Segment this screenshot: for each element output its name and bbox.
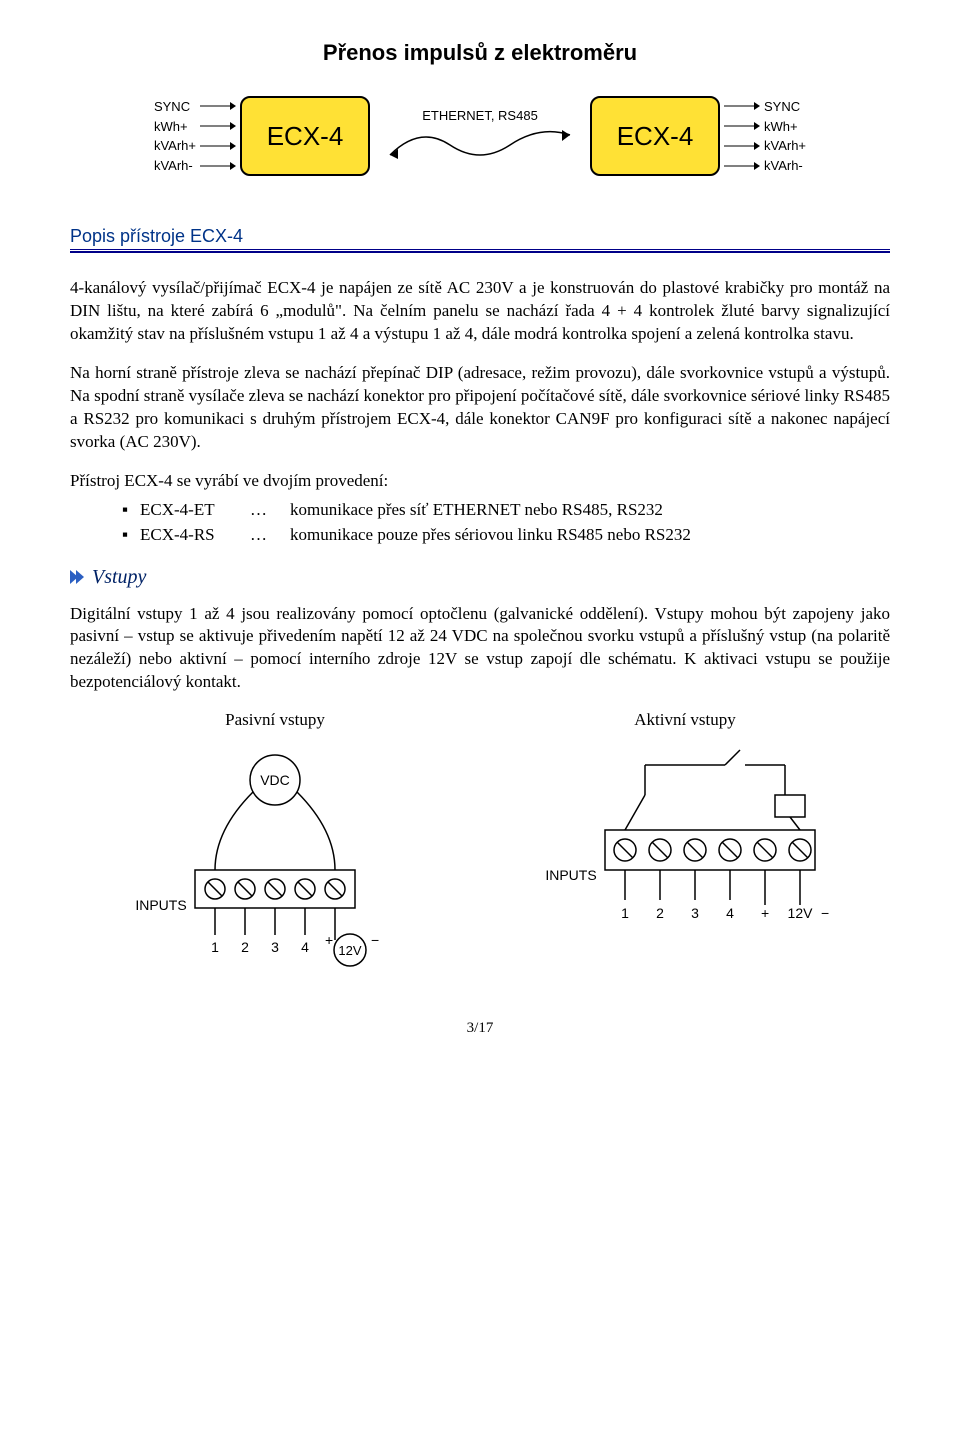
svg-text:+: +: [325, 932, 333, 948]
variant-desc: komunikace pouze přes sériovou linku RS4…: [290, 522, 691, 548]
signals-left: SYNC kWh+ kVArh+ kVArh-: [154, 97, 196, 175]
variants-intro: Přístroj ECX-4 se vyrábí ve dvojím prove…: [70, 470, 890, 493]
svg-text:3: 3: [271, 939, 279, 955]
schematic-title: Aktivní vstupy: [480, 710, 890, 730]
variant-dots: …: [250, 497, 290, 523]
svg-text:−: −: [821, 905, 829, 921]
variant-key: ECX-4-ET: [140, 497, 250, 523]
svg-text:VDC: VDC: [260, 772, 290, 788]
schematic-passive: Pasivní vstupy VDC: [70, 710, 480, 990]
link-label: ETHERNET, RS485: [422, 108, 538, 123]
page-number: 3/17: [70, 1020, 890, 1037]
list-item: ▪ ECX-4-RS … komunikace pouze přes sério…: [70, 522, 890, 548]
svg-text:12V: 12V: [788, 905, 814, 921]
ecx-box-right: ECX-4: [590, 96, 720, 176]
page-title: Přenos impulsů z elektroměru: [70, 40, 890, 66]
sub-heading-text: Vstupy: [92, 566, 146, 589]
chevron-right-icon: [70, 570, 86, 584]
svg-text:INPUTS: INPUTS: [545, 867, 596, 883]
variant-key: ECX-4-RS: [140, 522, 250, 548]
passive-schematic-icon: VDC INPUTS: [125, 740, 425, 990]
wavy-link-icon: [380, 125, 580, 165]
svg-text:4: 4: [301, 939, 309, 955]
paragraph-1: 4-kanálový vysílač/přijímač ECX-4 je nap…: [70, 277, 890, 346]
bullet-icon: ▪: [122, 522, 140, 548]
link-middle: ETHERNET, RS485: [380, 108, 580, 165]
signal-label: SYNC: [154, 97, 196, 117]
svg-text:+: +: [761, 905, 769, 921]
section-heading: Popis přístroje ECX-4: [70, 226, 890, 247]
svg-text:2: 2: [241, 939, 249, 955]
signal-label: kVArh+: [764, 136, 806, 156]
arrows-left-in: [196, 96, 240, 176]
signal-label: kVArh+: [154, 136, 196, 156]
arrows-right-out: [720, 96, 764, 176]
svg-text:12V: 12V: [338, 943, 361, 958]
signal-label: kVArh-: [764, 156, 806, 176]
signal-diagram: SYNC kWh+ kVArh+ kVArh- ECX-4 ETHERNET, …: [70, 96, 890, 176]
signal-label: SYNC: [764, 97, 806, 117]
svg-text:1: 1: [621, 905, 629, 921]
ecx-box-left: ECX-4: [240, 96, 370, 176]
schematic-active: Aktivní vstupy: [480, 710, 890, 990]
variant-dots: …: [250, 522, 290, 548]
signals-right: SYNC kWh+ kVArh+ kVArh-: [764, 97, 806, 175]
heading-rule: [70, 249, 890, 253]
paragraph-3: Digitální vstupy 1 až 4 jsou realizovány…: [70, 603, 890, 695]
svg-text:3: 3: [691, 905, 699, 921]
variants-list: ▪ ECX-4-ET … komunikace přes síť ETHERNE…: [70, 497, 890, 548]
variant-desc: komunikace přes síť ETHERNET nebo RS485,…: [290, 497, 663, 523]
svg-text:1: 1: [211, 939, 219, 955]
schematics-row: Pasivní vstupy VDC: [70, 710, 890, 990]
svg-text:4: 4: [726, 905, 734, 921]
svg-text:−: −: [371, 932, 379, 948]
svg-text:2: 2: [656, 905, 664, 921]
signal-label: kWh+: [154, 117, 196, 137]
bullet-icon: ▪: [122, 497, 140, 523]
schematic-title: Pasivní vstupy: [70, 710, 480, 730]
sub-heading: Vstupy: [70, 566, 890, 589]
signal-label: kVArh-: [154, 156, 196, 176]
paragraph-2: Na horní straně přístroje zleva se nachá…: [70, 362, 890, 454]
svg-text:INPUTS: INPUTS: [135, 897, 186, 913]
signal-label: kWh+: [764, 117, 806, 137]
active-schematic-icon: INPUTS 1 2 3 4 + 12V −: [525, 740, 845, 990]
list-item: ▪ ECX-4-ET … komunikace přes síť ETHERNE…: [70, 497, 890, 523]
